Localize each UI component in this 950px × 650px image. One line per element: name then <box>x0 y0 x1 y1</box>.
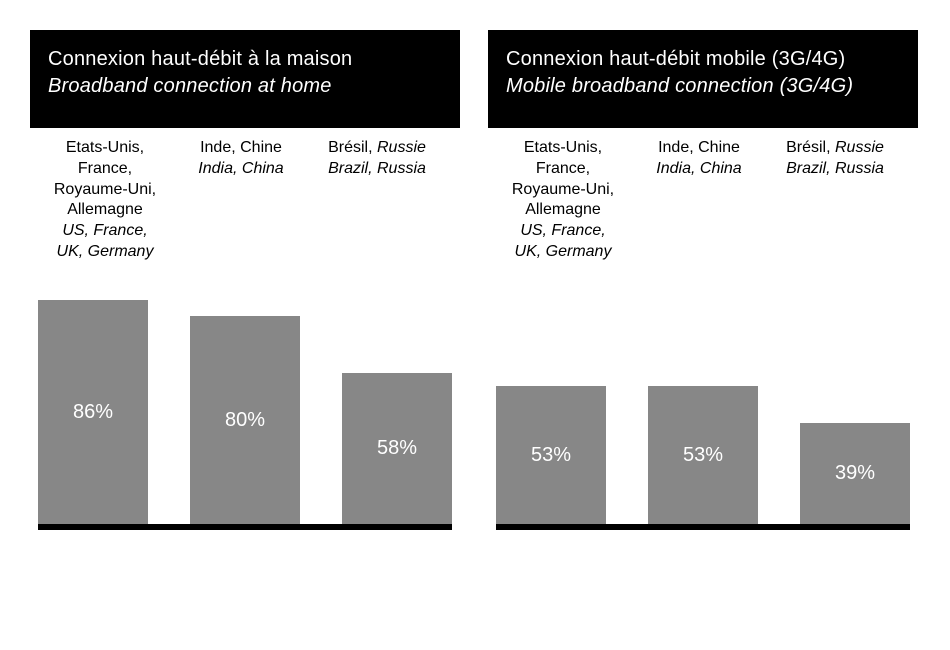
bars-area: 53% 53% 39% <box>496 264 910 530</box>
bar: 86% <box>38 300 148 524</box>
bar: 53% <box>496 386 606 524</box>
panel-title-fr: Connexion haut-débit à la maison <box>48 46 442 73</box>
panel-mobile-broadband: Connexion haut-débit mobile (3G/4G) Mobi… <box>488 30 918 530</box>
chart-baseline <box>496 524 910 530</box>
bar: 53% <box>648 386 758 524</box>
column-label: Etats-Unis, France,Royaume-Uni,Allemagne… <box>38 138 172 258</box>
chart-baseline <box>38 524 452 530</box>
panel-title-block: Connexion haut-débit à la maison Broadba… <box>30 30 460 128</box>
column-labels-row: Etats-Unis, France,Royaume-Uni,Allemagne… <box>30 138 444 258</box>
panel-home-broadband: Connexion haut-débit à la maison Broadba… <box>30 30 460 530</box>
column-labels-row: Etats-Unis, France,Royaume-Uni,Allemagne… <box>488 138 902 258</box>
bar: 39% <box>800 423 910 524</box>
panel-title-fr: Connexion haut-débit mobile (3G/4G) <box>506 46 900 73</box>
column-label: Etats-Unis, France,Royaume-Uni,Allemagne… <box>496 138 630 258</box>
panel-title-en: Broadband connection at home <box>48 73 442 100</box>
column-label: Brésil, RussieBrazil, Russia <box>310 138 444 258</box>
bars-area: 86% 80% 58% <box>38 264 452 530</box>
column-label: Brésil, RussieBrazil, Russia <box>768 138 902 258</box>
bar-value: 39% <box>835 462 875 485</box>
bars-row: 86% 80% 58% <box>38 264 452 524</box>
bars-row: 53% 53% 39% <box>496 264 910 524</box>
column-label: Inde, ChineIndia, China <box>174 138 308 258</box>
panel-title-block: Connexion haut-débit mobile (3G/4G) Mobi… <box>488 30 918 128</box>
bar-value: 80% <box>225 409 265 432</box>
panel-title-en: Mobile broadband connection (3G/4G) <box>506 73 900 100</box>
bar-value: 53% <box>683 444 723 467</box>
bar-value: 53% <box>531 444 571 467</box>
bar-value: 86% <box>73 401 113 424</box>
bar-value: 58% <box>377 437 417 460</box>
bar: 58% <box>342 373 452 524</box>
page: Connexion haut-débit à la maison Broadba… <box>0 0 950 560</box>
column-label: Inde, ChineIndia, China <box>632 138 766 258</box>
bar: 80% <box>190 316 300 524</box>
